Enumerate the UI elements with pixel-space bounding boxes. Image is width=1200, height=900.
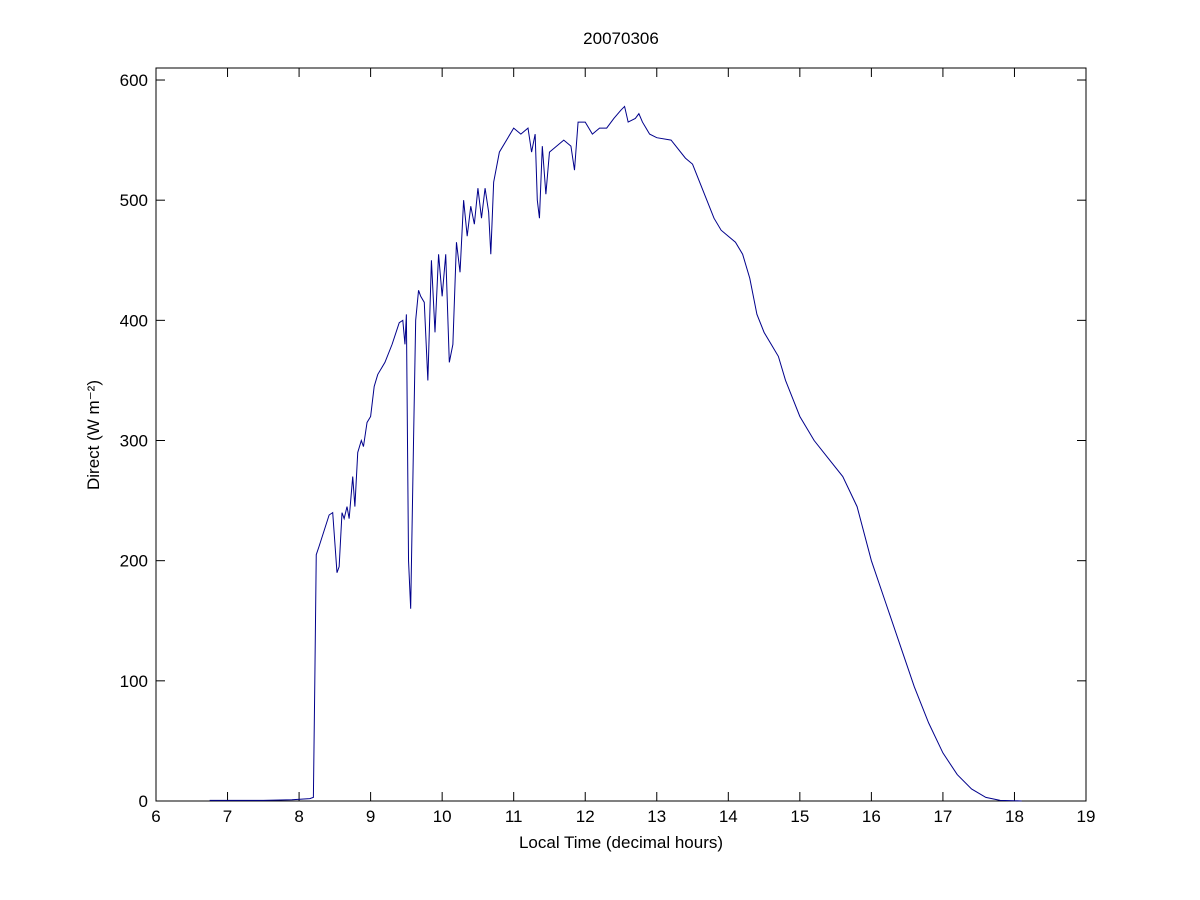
x-tick-label: 9 bbox=[366, 807, 375, 826]
y-tick-label: 200 bbox=[120, 552, 148, 571]
x-tick-label: 6 bbox=[151, 807, 160, 826]
y-tick-label: 500 bbox=[120, 191, 148, 210]
y-tick-label: 300 bbox=[120, 432, 148, 451]
x-tick-label: 8 bbox=[294, 807, 303, 826]
x-tick-label: 10 bbox=[433, 807, 452, 826]
y-tick-label: 400 bbox=[120, 311, 148, 330]
x-tick-label: 16 bbox=[862, 807, 881, 826]
data-line bbox=[209, 105, 1022, 802]
x-tick-label: 15 bbox=[790, 807, 809, 826]
y-axis-label: Direct (W m⁻²) bbox=[84, 380, 103, 490]
y-tick-label: 100 bbox=[120, 672, 148, 691]
x-tick-label: 17 bbox=[933, 807, 952, 826]
x-axis-label: Local Time (decimal hours) bbox=[519, 833, 723, 852]
x-tick-label: 14 bbox=[719, 807, 738, 826]
x-tick-label: 19 bbox=[1077, 807, 1096, 826]
x-tick-label: 12 bbox=[576, 807, 595, 826]
y-tick-label: 600 bbox=[120, 71, 148, 90]
x-tick-label: 7 bbox=[223, 807, 232, 826]
chart-title: 20070306 bbox=[583, 29, 659, 48]
y-tick-label: 0 bbox=[139, 792, 148, 811]
x-tick-label: 13 bbox=[647, 807, 666, 826]
x-tick-label: 18 bbox=[1005, 807, 1024, 826]
x-tick-label: 11 bbox=[505, 807, 523, 826]
plot-area bbox=[155, 67, 1087, 802]
